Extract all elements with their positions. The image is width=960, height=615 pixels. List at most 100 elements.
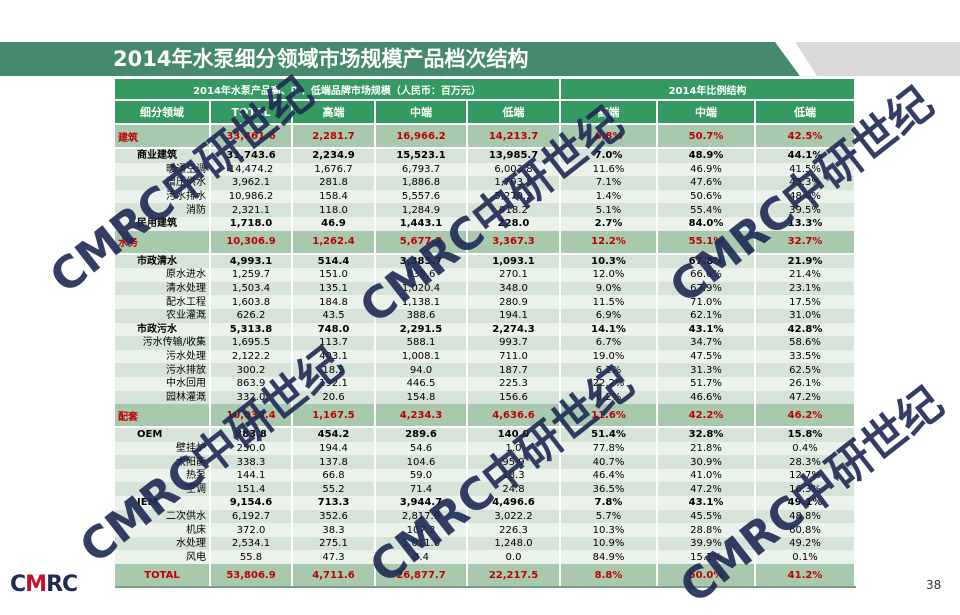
cell-value: 2,817.9	[375, 509, 468, 524]
row-label: 市政污水	[115, 322, 211, 337]
cell-value: 41.5%	[755, 162, 857, 177]
col-header: TOTAL	[210, 100, 293, 125]
cell-value: 289.6	[375, 427, 468, 442]
row-label: 配套	[115, 404, 211, 429]
cell-value: 32.8%	[657, 427, 756, 442]
cell-value: 137.8	[292, 455, 376, 469]
row-label: IEM	[115, 496, 211, 510]
cell-value: 31,743.6	[210, 148, 293, 163]
cell-value: 50.7%	[657, 124, 756, 149]
cell-value: 2,122.2	[210, 349, 293, 364]
cell-value: 626.2	[210, 308, 293, 323]
cell-value: 6.7%	[560, 336, 658, 350]
cell-value: 2,321.1	[210, 203, 293, 217]
table-row: 太阳能 338.3 137.8 104.6 95.9 40.7% 30.9% 28.3%	[115, 455, 857, 469]
cell-value: 713.3	[292, 496, 376, 510]
cell-value: 1,603.8	[210, 295, 293, 309]
cell-value: 42.8%	[755, 322, 857, 337]
cell-value: 6,192.7	[210, 509, 293, 524]
cell-value: 0.4%	[755, 441, 857, 456]
cell-value: 24.8	[467, 482, 561, 497]
cell-value: 10,306.9	[210, 230, 293, 255]
table-row: 市政清水 4,993.1 514.4 3,385.7 1,093.1 10.3% 67.8%…	[115, 253, 857, 269]
table-row: 清水处理 1,503.4 135.1 1,020.4 348.0 9.0% 67.9% 23.…	[115, 281, 857, 296]
cell-value: 66.8	[292, 468, 376, 483]
cell-value: 6,003.8	[467, 162, 561, 177]
cell-value: 11.6%	[560, 404, 658, 429]
cell-value: 1,676.7	[292, 162, 376, 177]
cell-value: 43.1%	[657, 322, 756, 337]
cell-value: 2,234.9	[292, 148, 376, 163]
cell-value: 17.5%	[755, 295, 857, 309]
table-row: 污水处理 2,122.2 403.1 1,008.1 711.0 19.0% 47.5% 33…	[115, 349, 857, 364]
cell-value: 711.0	[467, 349, 561, 364]
cell-value: 84.9%	[560, 550, 658, 565]
cell-value: 1,020.4	[375, 281, 468, 296]
row-label: 热泵	[115, 468, 211, 483]
cell-value: 8.4	[375, 550, 468, 565]
cell-value: 46.9%	[657, 162, 756, 177]
cell-value: 26,877.7	[375, 564, 468, 589]
cell-value: 838.6	[375, 268, 468, 282]
table-row: 园林灌溉 332.0 20.6 154.8 156.6 6.2% 46.6% 47.2%	[115, 390, 857, 405]
cell-value: 5,313.8	[210, 322, 293, 337]
cell-value: 4,636.6	[467, 404, 561, 429]
cell-value: 4,234.3	[375, 404, 468, 429]
cell-value: 192.1	[292, 376, 376, 391]
cell-value: 6.8%	[560, 124, 658, 149]
cell-value: 31.0%	[755, 308, 857, 323]
cell-value: 41.2%	[755, 564, 857, 589]
row-label: 增压供水	[115, 176, 211, 190]
cell-value: 5.7%	[560, 509, 658, 524]
cell-value: 47.3	[292, 550, 376, 565]
cell-value: 1.0	[467, 441, 561, 456]
cell-value: 15.1%	[657, 550, 756, 565]
cell-value: 187.7	[467, 363, 561, 377]
col-header: 高端	[560, 100, 658, 125]
cell-value: 6.2%	[560, 363, 658, 377]
cell-value: 10.9%	[560, 536, 658, 551]
cell-value: 48.0%	[755, 189, 857, 204]
cell-value: 184.8	[292, 295, 376, 309]
row-label: 污水处理	[115, 349, 211, 364]
cell-value: 352.6	[292, 509, 376, 524]
cell-value: 30.9%	[657, 455, 756, 469]
cell-value: 18.5	[292, 363, 376, 377]
cell-value: 19.0%	[560, 349, 658, 364]
cell-value: 275.1	[292, 536, 376, 551]
row-label: 建筑	[115, 124, 211, 149]
cell-value: 3,962.1	[210, 176, 293, 190]
cell-value: 118.0	[292, 203, 376, 217]
row-label: 消防	[115, 203, 211, 217]
row-label: 民用建筑	[115, 216, 211, 231]
cell-value: 23.1%	[755, 281, 857, 296]
cell-value: 21.4%	[755, 268, 857, 282]
cell-value: 10.3%	[560, 523, 658, 537]
cell-value: 1,093.1	[467, 253, 561, 269]
cell-value: 10,986.2	[210, 189, 293, 204]
section-row: 建筑 33,461.6 2,281.7 16,966.2 14,213.7 6.8% 50.…	[115, 124, 857, 149]
cell-value: 51.4%	[560, 427, 658, 442]
table-row: 商业建筑 31,743.6 2,234.9 15,523.1 13,985.7 7.0% 4…	[115, 148, 857, 163]
cell-value: 46.2%	[755, 404, 857, 429]
cell-value: 11.6%	[560, 162, 658, 177]
cell-value: 34.7%	[657, 336, 756, 350]
cell-value: 5,270.2	[467, 189, 561, 204]
cell-value: 4,993.1	[210, 253, 293, 269]
table-row: 风电 55.8 47.3 8.4 0.0 84.9% 15.1% 0.1%	[115, 550, 857, 565]
cell-value: 49.1%	[755, 496, 857, 510]
row-label: 配水工程	[115, 295, 211, 309]
section-row: 配套 10,038.4 1,167.5 4,234.3 4,636.6 11.6% 42.2…	[115, 404, 857, 429]
table-row: 二次供水 6,192.7 352.6 2,817.9 3,022.2 5.7% 45.5% 4…	[115, 509, 857, 524]
row-label: 水处理	[115, 536, 211, 551]
market-structure-table: 2014年水泵产品高、中、低端品牌市场规模（人民币：百万元） 2014年比例结构…	[115, 79, 857, 589]
cell-value: 43.5	[292, 308, 376, 323]
column-headers: 细分领域 TOTAL 高端 中端 低端 高端 中端 低端	[115, 100, 857, 125]
cell-value: 67.8%	[657, 253, 756, 269]
cell-value: 43.1%	[657, 496, 756, 510]
cell-value: 44.1%	[755, 148, 857, 163]
row-label: OEM	[115, 427, 211, 442]
cell-value: 194.1	[467, 308, 561, 323]
cell-value: 45.3%	[755, 176, 857, 190]
cell-value: 3,385.7	[375, 253, 468, 269]
